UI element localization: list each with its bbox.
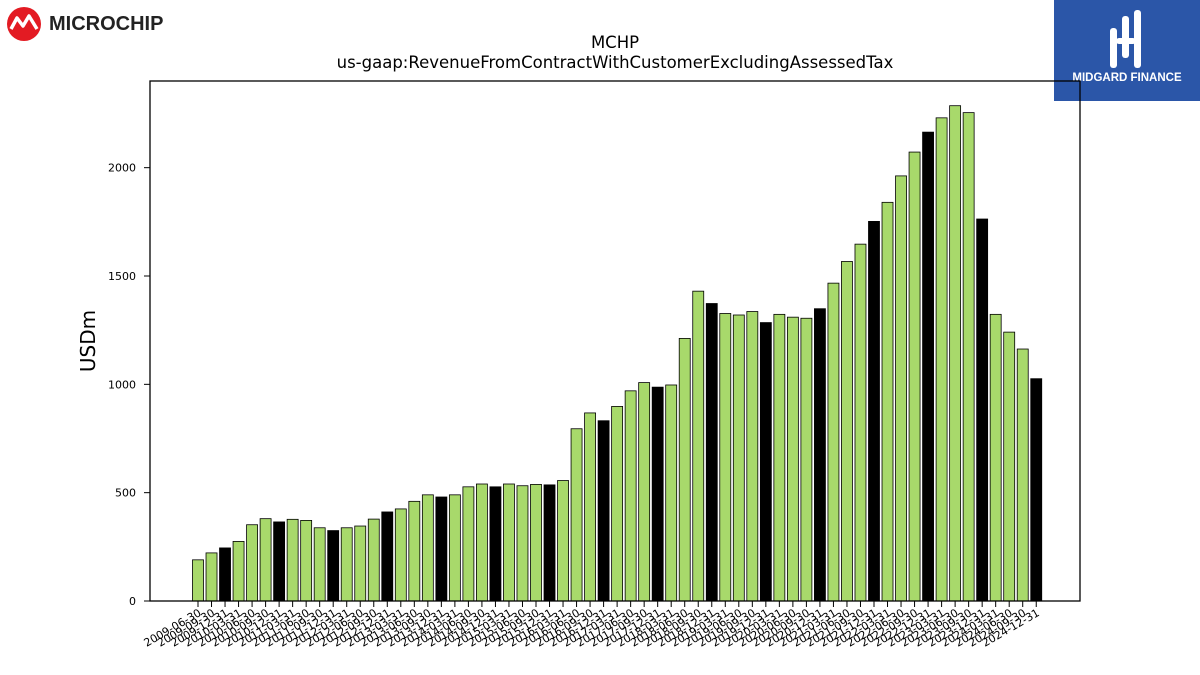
midgard-logo-text: MIDGARD FINANCE bbox=[1072, 72, 1182, 84]
x-ticks-group: 2009-06-302009-09-302009-12-312010-03-31… bbox=[142, 601, 1042, 650]
chart-title: MCHP bbox=[591, 33, 639, 52]
bar-2011-09-30 bbox=[313, 527, 326, 602]
y-ticks-group: 0 500 1000 1500 2000 bbox=[108, 162, 150, 608]
bar-2018-03-31 bbox=[665, 384, 678, 602]
bar-2022-06-30 bbox=[895, 175, 907, 602]
bar-2012-03-31 bbox=[340, 527, 353, 602]
bar-2010-09-30 bbox=[259, 518, 272, 602]
bar-2019-06-30 bbox=[732, 314, 745, 602]
bar-2021-03-31 bbox=[827, 282, 840, 602]
bar-2019-09-30 bbox=[746, 311, 759, 602]
bar-2011-06-30 bbox=[300, 520, 313, 602]
bar-2021-12-31 bbox=[868, 220, 880, 602]
bar-2024-12-31 bbox=[1030, 378, 1043, 602]
bar-2016-12-31 bbox=[597, 420, 610, 602]
bar-2013-12-31 bbox=[435, 496, 448, 602]
bar-2009-09-30 bbox=[205, 552, 218, 602]
bar-2014-12-31 bbox=[489, 486, 502, 602]
bar-2020-03-31 bbox=[773, 313, 786, 602]
y-tick-label: 1000 bbox=[108, 378, 136, 391]
bar-2024-09-30 bbox=[1016, 348, 1029, 602]
bar-2016-06-30 bbox=[570, 428, 583, 602]
bar-2023-06-30 bbox=[949, 105, 962, 602]
bar-2024-03-31 bbox=[989, 313, 1002, 602]
y-axis-label: USDm bbox=[76, 310, 100, 372]
bar-2016-09-30 bbox=[584, 412, 596, 602]
bar-2018-12-31 bbox=[705, 303, 718, 602]
bar-2023-03-31 bbox=[935, 117, 948, 602]
y-tick-label: 2000 bbox=[108, 162, 136, 175]
bar-2016-03-31 bbox=[557, 480, 569, 602]
y-tick-label: 0 bbox=[129, 595, 136, 608]
bar-2020-12-31 bbox=[814, 308, 826, 602]
bar-2015-09-30 bbox=[530, 484, 542, 602]
bar-2019-12-31 bbox=[759, 322, 772, 602]
bar-2015-03-31 bbox=[503, 483, 515, 602]
bar-2011-03-31 bbox=[286, 518, 299, 602]
bar-2022-03-31 bbox=[881, 201, 894, 602]
bar-2011-12-31 bbox=[327, 530, 340, 602]
bar-2009-06-30 bbox=[192, 559, 204, 602]
bar-2017-09-30 bbox=[638, 382, 651, 602]
bar-2010-12-31 bbox=[273, 521, 286, 602]
bar-2010-03-31 bbox=[232, 541, 245, 602]
bar-2020-06-30 bbox=[786, 316, 799, 602]
bar-2022-12-31 bbox=[922, 131, 934, 602]
bar-2021-09-30 bbox=[854, 243, 867, 602]
bar-2023-12-31 bbox=[976, 218, 989, 602]
bar-2023-09-30 bbox=[962, 112, 975, 602]
bar-2014-06-30 bbox=[462, 486, 475, 602]
bar-2013-03-31 bbox=[394, 508, 407, 602]
bar-2012-06-30 bbox=[354, 525, 367, 602]
bar-2024-06-30 bbox=[1003, 331, 1016, 602]
bar-2017-12-31 bbox=[651, 386, 664, 602]
y-tick-label: 1500 bbox=[108, 270, 136, 283]
chart-subtitle: us-gaap:RevenueFromContractWithCustomerE… bbox=[337, 53, 894, 72]
bar-2012-09-30 bbox=[367, 518, 380, 602]
microchip-logo: MICROCHIP bbox=[4, 4, 184, 44]
bar-2015-12-31 bbox=[543, 484, 556, 602]
bar-2009-12-31 bbox=[219, 547, 231, 602]
y-tick-label: 500 bbox=[115, 487, 136, 500]
bar-2010-06-30 bbox=[246, 524, 258, 602]
bar-2021-06-30 bbox=[841, 261, 853, 602]
microchip-logo-text: MICROCHIP bbox=[49, 13, 163, 35]
bar-2014-03-31 bbox=[448, 494, 461, 602]
bars-group bbox=[192, 105, 1043, 602]
bar-2013-06-30 bbox=[408, 500, 421, 602]
microchip-logo-wave bbox=[9, 14, 39, 30]
midgard-logo-mark bbox=[1110, 10, 1141, 68]
bar-2013-09-30 bbox=[421, 494, 434, 602]
bar-2015-06-30 bbox=[516, 485, 529, 602]
plot-frame bbox=[149, 80, 1081, 602]
bar-2020-09-30 bbox=[800, 317, 813, 602]
midgard-finance-logo: MIDGARD FINANCE bbox=[1054, 0, 1200, 101]
bar-2019-03-31 bbox=[719, 313, 732, 602]
bar-2022-09-30 bbox=[908, 151, 921, 602]
bar-2018-09-30 bbox=[692, 290, 705, 602]
bar-2018-06-30 bbox=[678, 337, 691, 602]
bar-2017-06-30 bbox=[624, 390, 637, 602]
bar-2012-12-31 bbox=[381, 511, 394, 602]
bar-2014-09-30 bbox=[476, 483, 488, 602]
bar-2017-03-31 bbox=[611, 406, 624, 602]
